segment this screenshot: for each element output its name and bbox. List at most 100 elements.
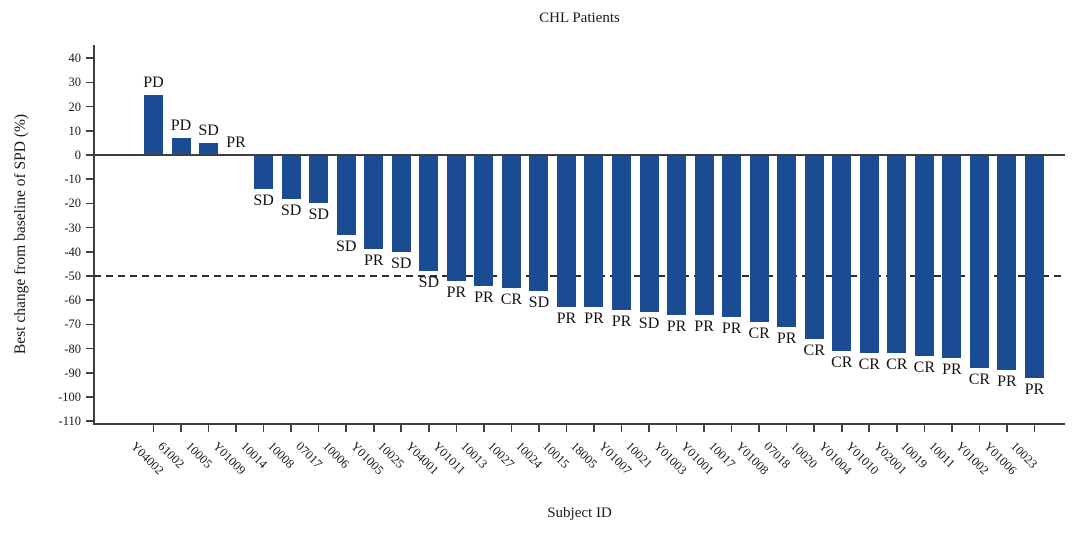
bar-response-label: CR xyxy=(500,291,523,309)
x-tick-label: 10005 xyxy=(182,439,215,471)
y-tick-label: -50 xyxy=(64,269,81,283)
x-tick-label: 10020 xyxy=(788,439,821,471)
bar xyxy=(391,156,411,252)
y-tick-label: -40 xyxy=(64,244,81,259)
bar-response-label: PR xyxy=(611,312,632,330)
y-tick xyxy=(86,372,94,374)
y-tick-label: -30 xyxy=(64,220,81,235)
x-tick-label: 07017 xyxy=(292,439,325,471)
bar xyxy=(749,156,769,322)
bar-response-label: SD xyxy=(335,237,357,255)
bar-response-label: SD xyxy=(198,121,219,139)
x-tick-label: 10027 xyxy=(485,439,518,471)
x-tick xyxy=(510,424,513,432)
x-tick-label: 10024 xyxy=(513,439,546,471)
y-tick xyxy=(86,105,94,108)
x-tick xyxy=(868,424,871,432)
y-tick-label: -60 xyxy=(64,293,81,308)
y-tick xyxy=(86,251,94,253)
x-tick xyxy=(840,424,843,432)
x-axis-label: Subject ID xyxy=(547,505,612,521)
y-tick xyxy=(86,178,94,180)
bar-response-label: SD xyxy=(638,315,660,333)
x-tick xyxy=(345,424,347,432)
x-tick xyxy=(785,424,788,432)
x-tick xyxy=(483,424,485,432)
x-tick-label: 10011 xyxy=(925,439,958,471)
x-tick xyxy=(813,424,815,432)
y-tick xyxy=(86,420,94,422)
x-tick xyxy=(372,424,375,432)
x-tick xyxy=(317,424,320,432)
bar-response-label: PD xyxy=(170,117,192,135)
bar-response-label: CR xyxy=(803,341,825,359)
y-tick-label: 0 xyxy=(74,148,81,162)
bar-response-label: SD xyxy=(308,206,329,224)
y-tick xyxy=(86,323,94,326)
bar xyxy=(832,156,852,352)
bar-response-label: SD xyxy=(528,293,550,311)
bar xyxy=(419,156,439,272)
x-tick xyxy=(648,424,650,432)
bar xyxy=(309,156,329,204)
bar xyxy=(1024,156,1044,378)
x-tick-label: 18005 xyxy=(568,439,601,471)
bar xyxy=(639,156,659,313)
x-tick xyxy=(978,424,981,432)
x-tick xyxy=(951,424,953,432)
x-tick-label: 10008 xyxy=(265,439,298,471)
bar xyxy=(171,138,191,154)
x-tick xyxy=(1033,424,1036,432)
bar xyxy=(529,156,549,291)
bar xyxy=(281,156,301,199)
reference-line-minus50 xyxy=(94,275,1065,277)
y-tick-label: -100 xyxy=(58,390,81,404)
bar-response-label: CR xyxy=(831,354,853,372)
bar-response-label: CR xyxy=(913,358,935,376)
x-tick xyxy=(896,424,898,432)
bar-response-label: PR xyxy=(446,283,467,301)
bar xyxy=(667,156,687,315)
bar xyxy=(942,156,962,359)
y-axis xyxy=(93,45,95,423)
bar-response-label: PR xyxy=(363,252,384,270)
bar xyxy=(556,156,576,308)
bar-response-label: SD xyxy=(280,201,302,219)
chart-title: CHL Patients xyxy=(539,10,620,26)
y-tick xyxy=(86,347,94,350)
x-tick xyxy=(675,424,678,432)
bar-response-label: CR xyxy=(968,370,991,388)
y-tick xyxy=(86,202,94,205)
bar xyxy=(694,156,714,315)
y-tick-label: -20 xyxy=(64,196,81,211)
x-tick xyxy=(262,424,265,432)
x-tick xyxy=(207,424,210,432)
zero-baseline xyxy=(94,154,1065,156)
x-tick xyxy=(180,424,182,432)
bar-response-label: CR xyxy=(886,356,908,374)
bar xyxy=(804,156,824,339)
y-tick xyxy=(86,81,94,84)
y-tick-label: 40 xyxy=(68,51,82,66)
bar xyxy=(254,156,274,189)
x-tick xyxy=(620,424,623,432)
bar xyxy=(969,156,989,368)
y-tick xyxy=(86,226,94,229)
bar xyxy=(364,156,384,250)
y-tick xyxy=(86,154,94,156)
x-tick xyxy=(1006,424,1008,432)
y-tick-label: 10 xyxy=(68,123,82,138)
bar-response-label: PR xyxy=(721,320,742,338)
y-tick-label: 20 xyxy=(68,99,82,114)
bar-response-label: PD xyxy=(143,73,164,91)
bar xyxy=(997,156,1017,371)
x-tick xyxy=(703,424,705,432)
y-tick-label: -70 xyxy=(64,317,81,332)
x-tick xyxy=(400,424,403,432)
bar xyxy=(584,156,604,308)
x-tick xyxy=(923,424,926,432)
bar-response-label: CR xyxy=(748,324,770,342)
bar xyxy=(612,156,631,310)
y-tick-label: -90 xyxy=(64,365,81,380)
